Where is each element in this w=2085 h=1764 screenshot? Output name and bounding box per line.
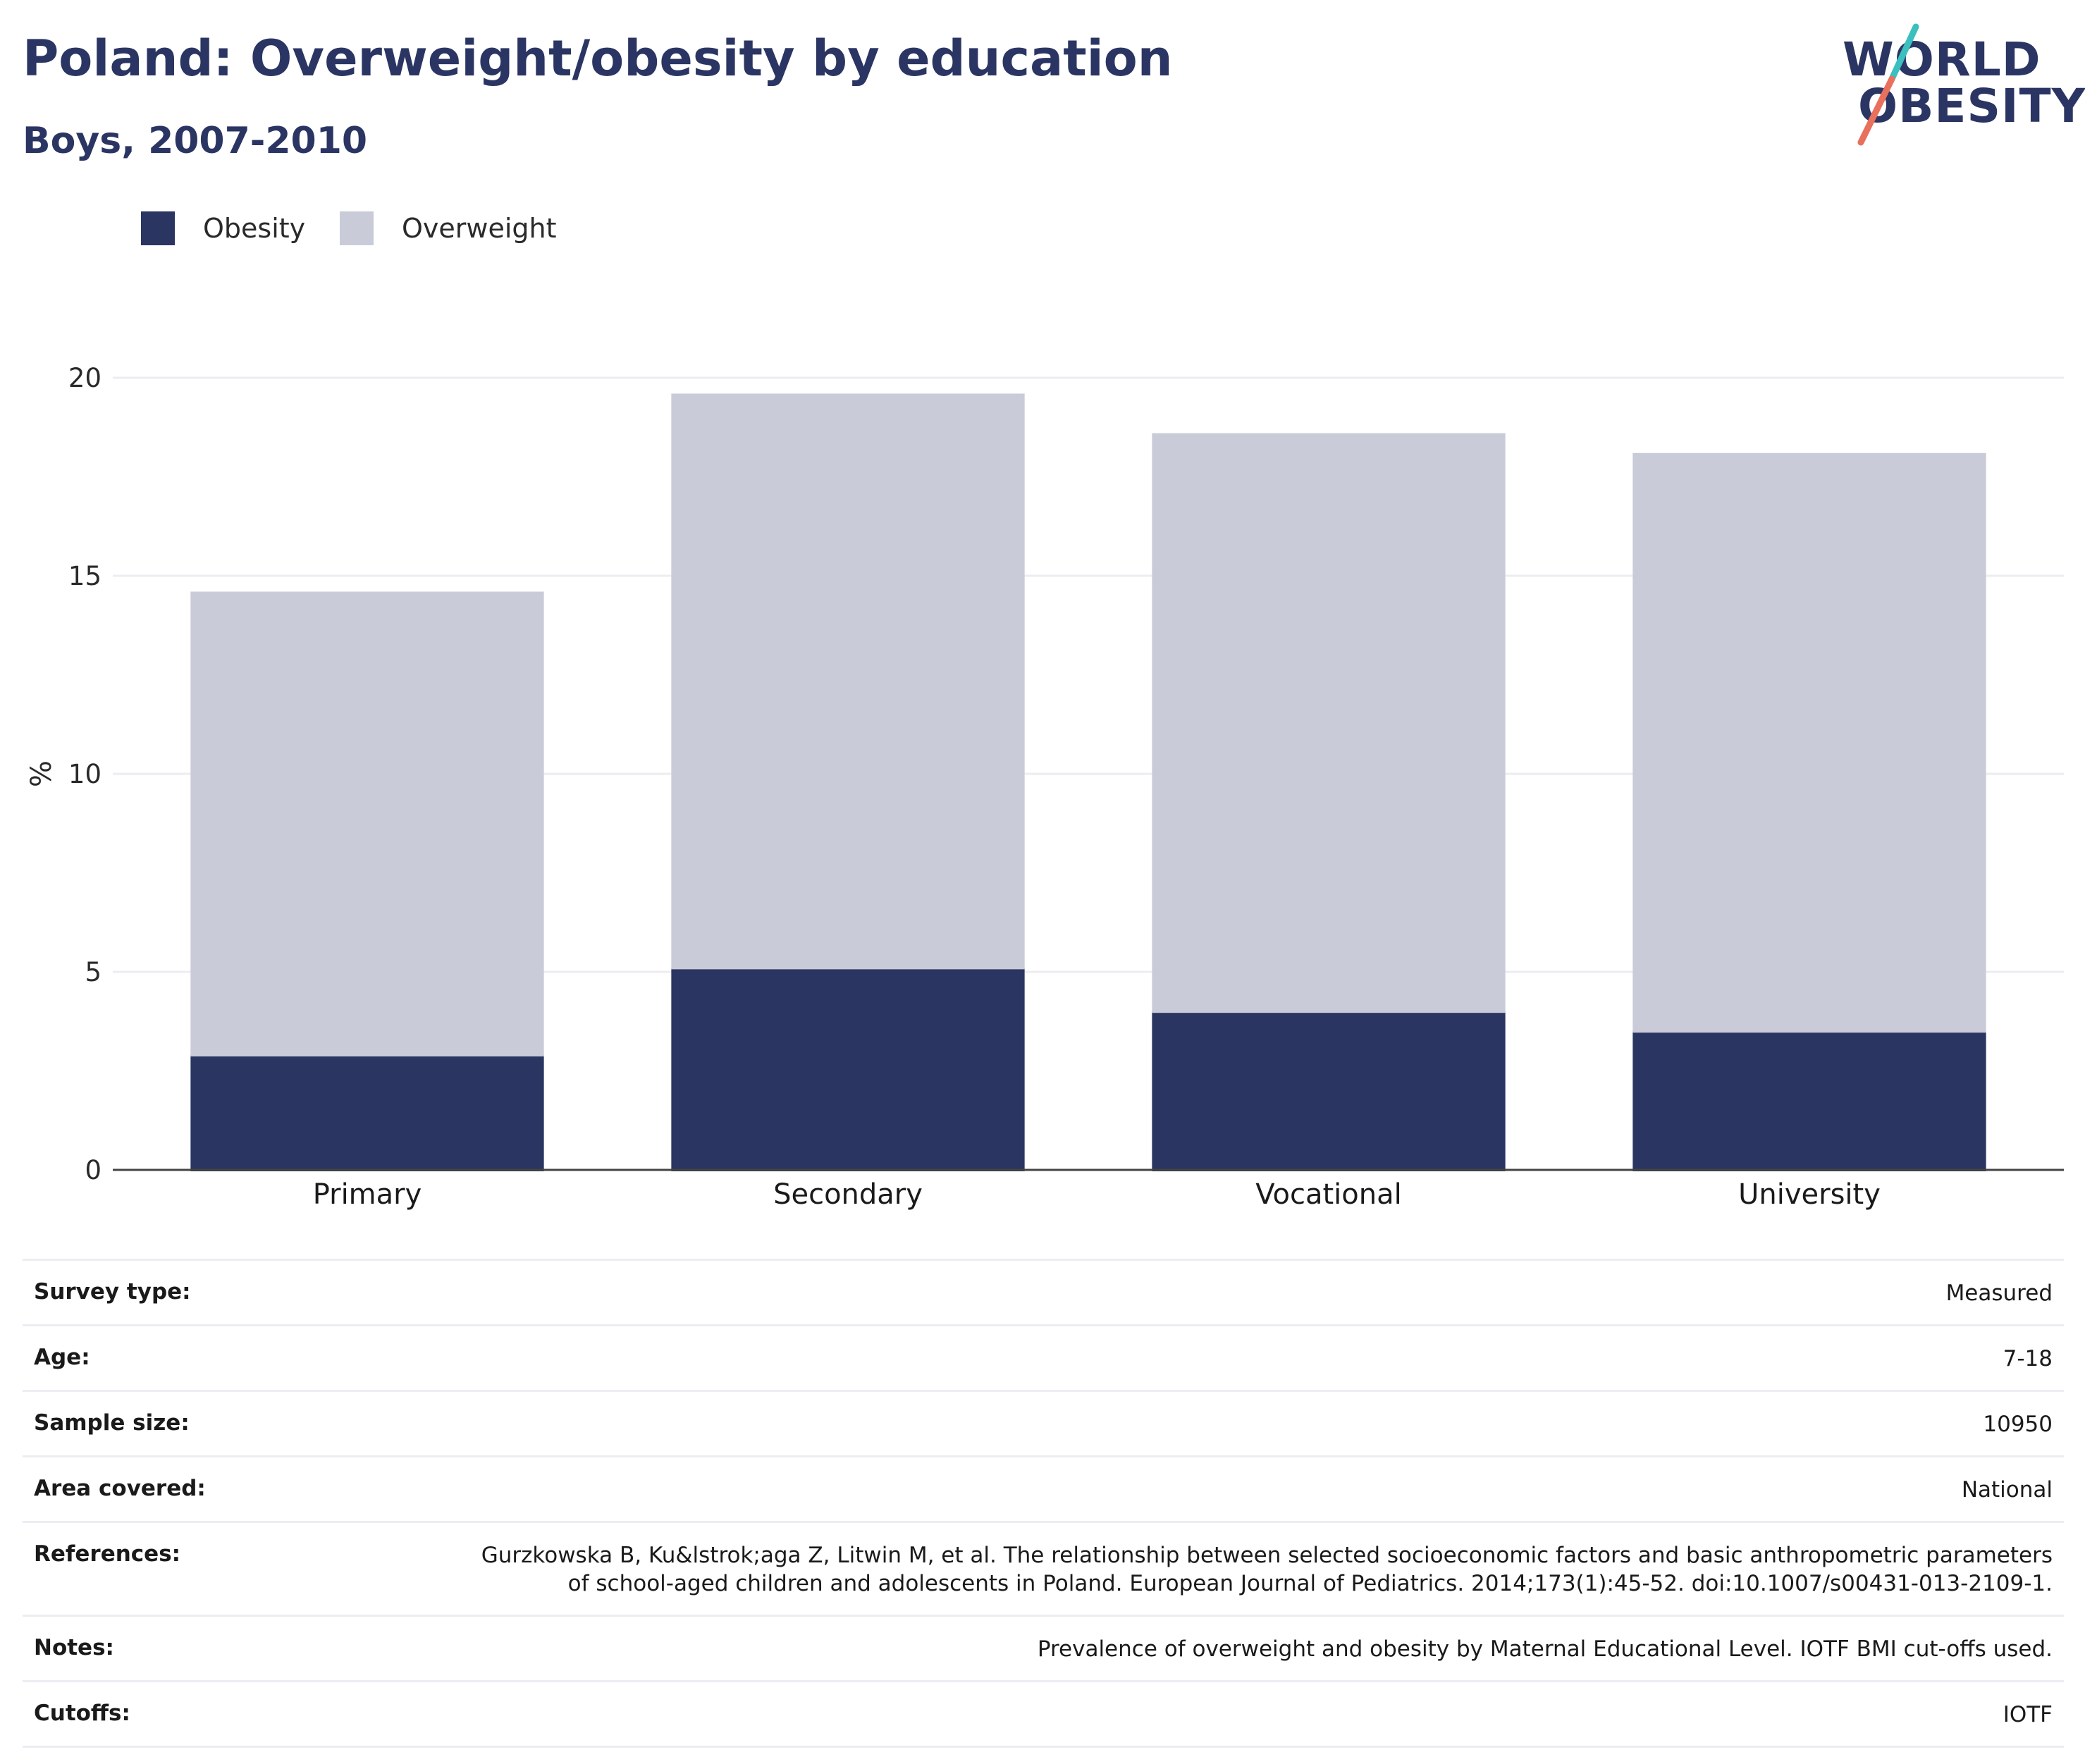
logo-line-1: WORLD — [1843, 32, 2041, 87]
stacked-bar-chart: 0 5 10 15 20% Primary Secondary Vocational Unive… — [25, 363, 2064, 1211]
info-row: Area covered: National — [23, 1455, 2064, 1521]
y-tick-label: 15 — [68, 561, 102, 591]
info-row: References: Gurzkowska B, Ku&lstrok;aga Z… — [23, 1521, 2064, 1615]
y-tick-label: 0 — [85, 1155, 102, 1185]
survey-info-table: Survey type: Measured Age: 7-18 Sample size:… — [23, 1259, 2064, 1748]
bar-obesity-secondary — [671, 968, 1025, 1171]
info-label: Age: — [34, 1345, 90, 1370]
x-tick-label: University — [1738, 1178, 1881, 1211]
info-label: Notes: — [34, 1635, 114, 1660]
logo-line-2: OBESITY — [1858, 79, 2085, 133]
x-tick-label: Primary — [313, 1178, 422, 1211]
legend-label-obesity: Obesity — [203, 213, 306, 244]
info-row: Age: 7-18 — [23, 1324, 2064, 1390]
info-label: Area covered: — [34, 1476, 206, 1501]
info-row: Cutoffs: IOTF — [23, 1680, 2064, 1748]
legend-label-overweight: Overweight — [402, 213, 557, 244]
y-tick-label: 5 — [85, 957, 102, 987]
bar-obesity-vocational — [1152, 1011, 1506, 1171]
info-value: National — [1961, 1477, 2053, 1503]
bar-overweight-vocational — [1152, 433, 1506, 1013]
info-row: Notes: Prevalence of overweight and obesi… — [23, 1615, 2064, 1680]
x-tick-label: Vocational — [1255, 1178, 1401, 1211]
info-label: Cutoffs: — [34, 1701, 130, 1726]
legend-swatch-obesity — [141, 211, 175, 245]
legend-swatch-overweight — [340, 211, 374, 245]
info-value: Prevalence of overweight and obesity by … — [1037, 1636, 2053, 1662]
chart-subtitle: Boys, 2007-2010 — [23, 120, 368, 162]
bar-overweight-primary — [190, 591, 544, 1057]
info-label: References: — [34, 1541, 181, 1567]
bar-obesity-primary — [190, 1055, 544, 1171]
logo-slash-icon — [1857, 23, 1919, 146]
info-row: Sample size: 10950 — [23, 1390, 2064, 1455]
info-label: Sample size: — [34, 1410, 190, 1436]
info-label: Survey type: — [34, 1279, 191, 1305]
bar-overweight-secondary — [671, 393, 1025, 970]
info-value: Measured — [1945, 1281, 2053, 1306]
y-tick-label: 20 — [68, 363, 102, 393]
info-row: Survey type: Measured — [23, 1259, 2064, 1324]
bar-overweight-university — [1632, 452, 1986, 1033]
bar-obesity-university — [1632, 1031, 1986, 1171]
chart-title: Poland: Overweight/obesity by education — [23, 30, 1173, 87]
y-axis-label: % — [25, 760, 58, 787]
info-value: 7-18 — [2003, 1346, 2053, 1371]
info-value: IOTF — [2003, 1702, 2053, 1727]
x-tick-label: Secondary — [773, 1178, 923, 1211]
y-tick-label: 10 — [68, 759, 102, 789]
world-obesity-logo: WORLD OBESITY — [1833, 21, 2085, 148]
info-value: Gurzkowska B, Ku&lstrok;aga Z, Litwin M,… — [481, 1543, 2053, 1596]
info-value: 10950 — [1983, 1412, 2053, 1437]
